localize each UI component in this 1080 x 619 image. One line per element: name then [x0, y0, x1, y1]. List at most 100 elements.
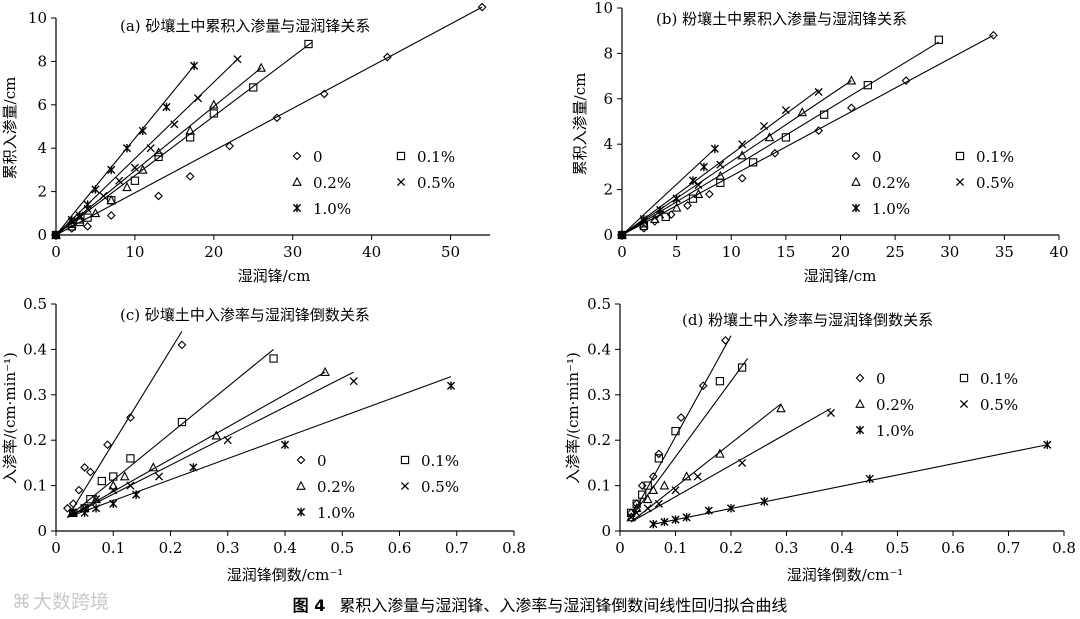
data-point	[781, 106, 790, 115]
data-point	[737, 363, 747, 372]
data-point	[126, 413, 135, 422]
x-tick-label: 20	[204, 243, 223, 261]
figure-caption: 图 4 累积入渗量与湿润锋、入渗率与湿润锋倒数间线性回归拟合曲线	[0, 592, 1080, 616]
y-tick-label: 10	[594, 0, 613, 17]
data-point	[738, 140, 747, 149]
data-point	[715, 377, 725, 386]
data-point	[819, 110, 829, 119]
data-point	[797, 107, 808, 117]
data-point	[148, 462, 159, 472]
x-axis-label: 湿润锋/cm	[804, 267, 877, 285]
data-point	[631, 503, 642, 513]
legend-label: 0	[313, 148, 323, 166]
legend: 0 0.1% 0.2% 0.5% 1.0%	[296, 452, 459, 522]
data-point	[122, 181, 132, 192]
legend-label: 0.1%	[421, 452, 459, 470]
data-point	[863, 81, 872, 90]
x-tick-label: 0.1	[664, 539, 688, 557]
data-point	[682, 513, 691, 522]
data-point	[737, 173, 747, 183]
data-point	[106, 211, 116, 220]
data-point	[109, 486, 118, 495]
data-point	[716, 160, 725, 169]
series-0.2%	[617, 75, 857, 239]
legend-label: 0.5%	[417, 174, 455, 192]
data-point	[648, 484, 659, 494]
data-point	[847, 103, 856, 113]
data-point	[764, 132, 775, 142]
x-tick-label: 0.6	[388, 539, 412, 557]
legend-label: 0.2%	[872, 174, 910, 192]
chart-panel-a: 0 10 20 30 40 50 0 2 4 6 8 10 (a) 砂壤土中累积入渗量与湿润锋关系湿润锋…	[1, 2, 490, 285]
data-point	[80, 508, 89, 518]
y-tick-label: 4	[603, 135, 613, 153]
y-axis-label: 累积入渗量/cm	[1, 77, 19, 180]
fit-line	[630, 403, 782, 523]
data-point	[626, 512, 636, 522]
data-point	[726, 504, 736, 513]
fit-line	[55, 6, 483, 236]
fit-line	[55, 41, 313, 236]
data-point	[170, 120, 179, 129]
chart-title: (c) 砂壤土中入渗率与湿润锋倒数关系	[120, 306, 370, 324]
legend-label: 0.2%	[317, 478, 355, 496]
fit-line	[630, 358, 749, 518]
data-point	[638, 490, 647, 499]
data-point	[672, 194, 681, 203]
data-point	[648, 472, 658, 481]
x-tick-label: 0	[51, 243, 61, 261]
chart-panel-b: 0 5 10 15 20 25 30 35 40 0 2 4 6 8 10 (b) 粉壤土中累积入渗量与湿润锋…	[571, 0, 1069, 285]
data-point	[626, 508, 636, 517]
data-point	[642, 493, 653, 504]
fit-line	[66, 330, 183, 518]
series-1.0%	[649, 440, 1052, 529]
data-point	[865, 474, 874, 483]
data-point	[209, 109, 218, 118]
x-tick-label: 20	[831, 243, 850, 261]
legend-marker	[292, 151, 302, 161]
data-point	[256, 62, 266, 72]
watermark-text: 大数跨境	[33, 591, 110, 613]
y-axis-label: 入渗率/(cm·min⁻¹)	[564, 352, 582, 484]
data-point	[233, 55, 242, 64]
x-tick-label: 35	[995, 243, 1014, 261]
legend-marker	[851, 151, 861, 161]
data-point	[683, 201, 692, 210]
legend-marker	[292, 176, 302, 186]
data-point	[654, 499, 663, 508]
series-0.1%	[626, 358, 749, 518]
x-tick-label: 40	[1049, 243, 1068, 261]
legend-label: 1.0%	[876, 422, 914, 440]
data-point	[654, 449, 664, 459]
data-point	[107, 165, 116, 175]
legend-label: 0.5%	[980, 396, 1018, 414]
data-point	[693, 472, 702, 481]
data-point	[681, 471, 692, 481]
data-point	[643, 481, 652, 490]
data-point	[814, 126, 824, 135]
x-tick-label: 0.7	[445, 539, 469, 557]
data-point	[770, 148, 780, 158]
x-tick-label: 0	[617, 243, 627, 261]
data-point	[989, 30, 998, 40]
x-tick-label: 0.2	[719, 539, 743, 557]
legend-marker	[851, 176, 861, 186]
y-axis-label: 入渗率/(cm·min⁻¹)	[1, 352, 19, 484]
x-tick-label: 25	[886, 243, 905, 261]
x-tick-label: 0	[51, 539, 61, 557]
data-point	[74, 485, 84, 495]
y-tick-label: 4	[37, 139, 47, 157]
x-tick-label: 0.8	[1052, 539, 1076, 557]
data-point	[446, 381, 456, 390]
data-point	[671, 426, 680, 436]
data-point	[671, 486, 680, 495]
data-point	[776, 403, 786, 413]
y-tick-label: 2	[603, 181, 613, 199]
y-tick-label: 6	[603, 90, 613, 108]
series-0	[63, 330, 187, 518]
y-tick-label: 0.2	[587, 431, 611, 449]
fit-line	[67, 371, 354, 518]
data-point	[760, 497, 769, 506]
data-point	[209, 99, 219, 109]
data-point	[154, 152, 163, 162]
